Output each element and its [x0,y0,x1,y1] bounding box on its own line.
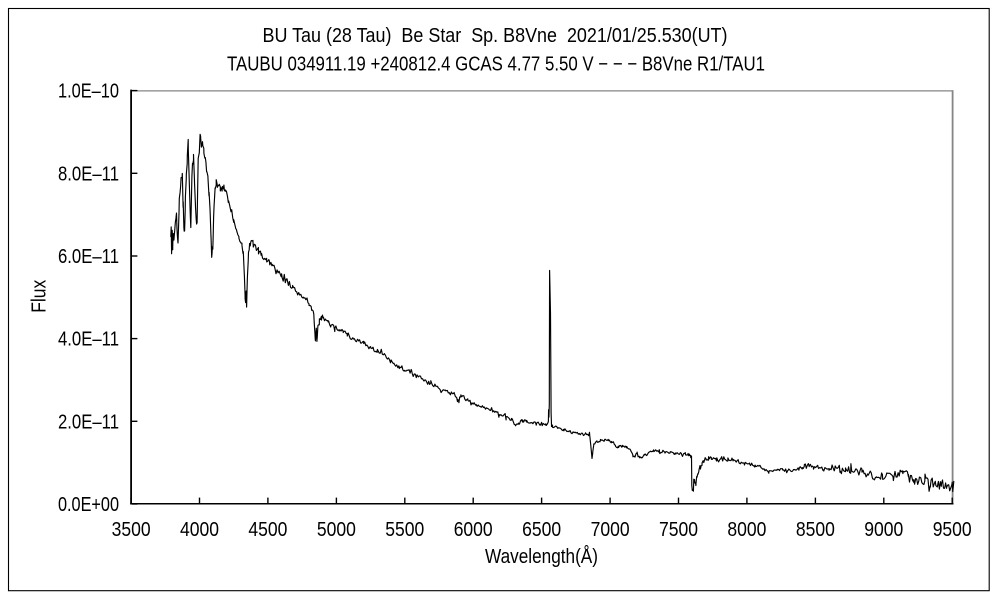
svg-text:1.0E–10: 1.0E–10 [58,81,119,103]
svg-text:8.0E–11: 8.0E–11 [58,163,119,185]
svg-text:9000: 9000 [864,519,903,541]
svg-text:4.0E–11: 4.0E–11 [58,329,119,351]
svg-text:4000: 4000 [180,519,219,541]
svg-text:0.0E+00: 0.0E+00 [58,494,119,516]
svg-text:TAUBU 034911.19 +240812.4 GCAS: TAUBU 034911.19 +240812.4 GCAS 4.77 5.50… [227,54,765,76]
svg-text:7500: 7500 [659,519,698,541]
svg-text:5000: 5000 [317,519,356,541]
svg-text:4500: 4500 [248,519,287,541]
svg-text:Flux: Flux [29,280,51,313]
svg-text:Wavelength(Å): Wavelength(Å) [485,545,598,568]
svg-text:8500: 8500 [796,519,835,541]
svg-text:6000: 6000 [454,519,493,541]
svg-text:BU Tau (28 Tau) Be Star Sp.: BU Tau (28 Tau) Be Star Sp. B8Vne 2021/0… [263,25,728,47]
svg-text:8000: 8000 [727,519,766,541]
svg-text:5500: 5500 [385,519,424,541]
svg-text:6.0E–11: 6.0E–11 [58,246,119,268]
svg-text:2.0E–11: 2.0E–11 [58,411,119,433]
svg-text:7000: 7000 [591,519,630,541]
svg-text:3500: 3500 [112,519,151,541]
svg-text:6500: 6500 [522,519,561,541]
svg-text:9500: 9500 [933,519,972,541]
